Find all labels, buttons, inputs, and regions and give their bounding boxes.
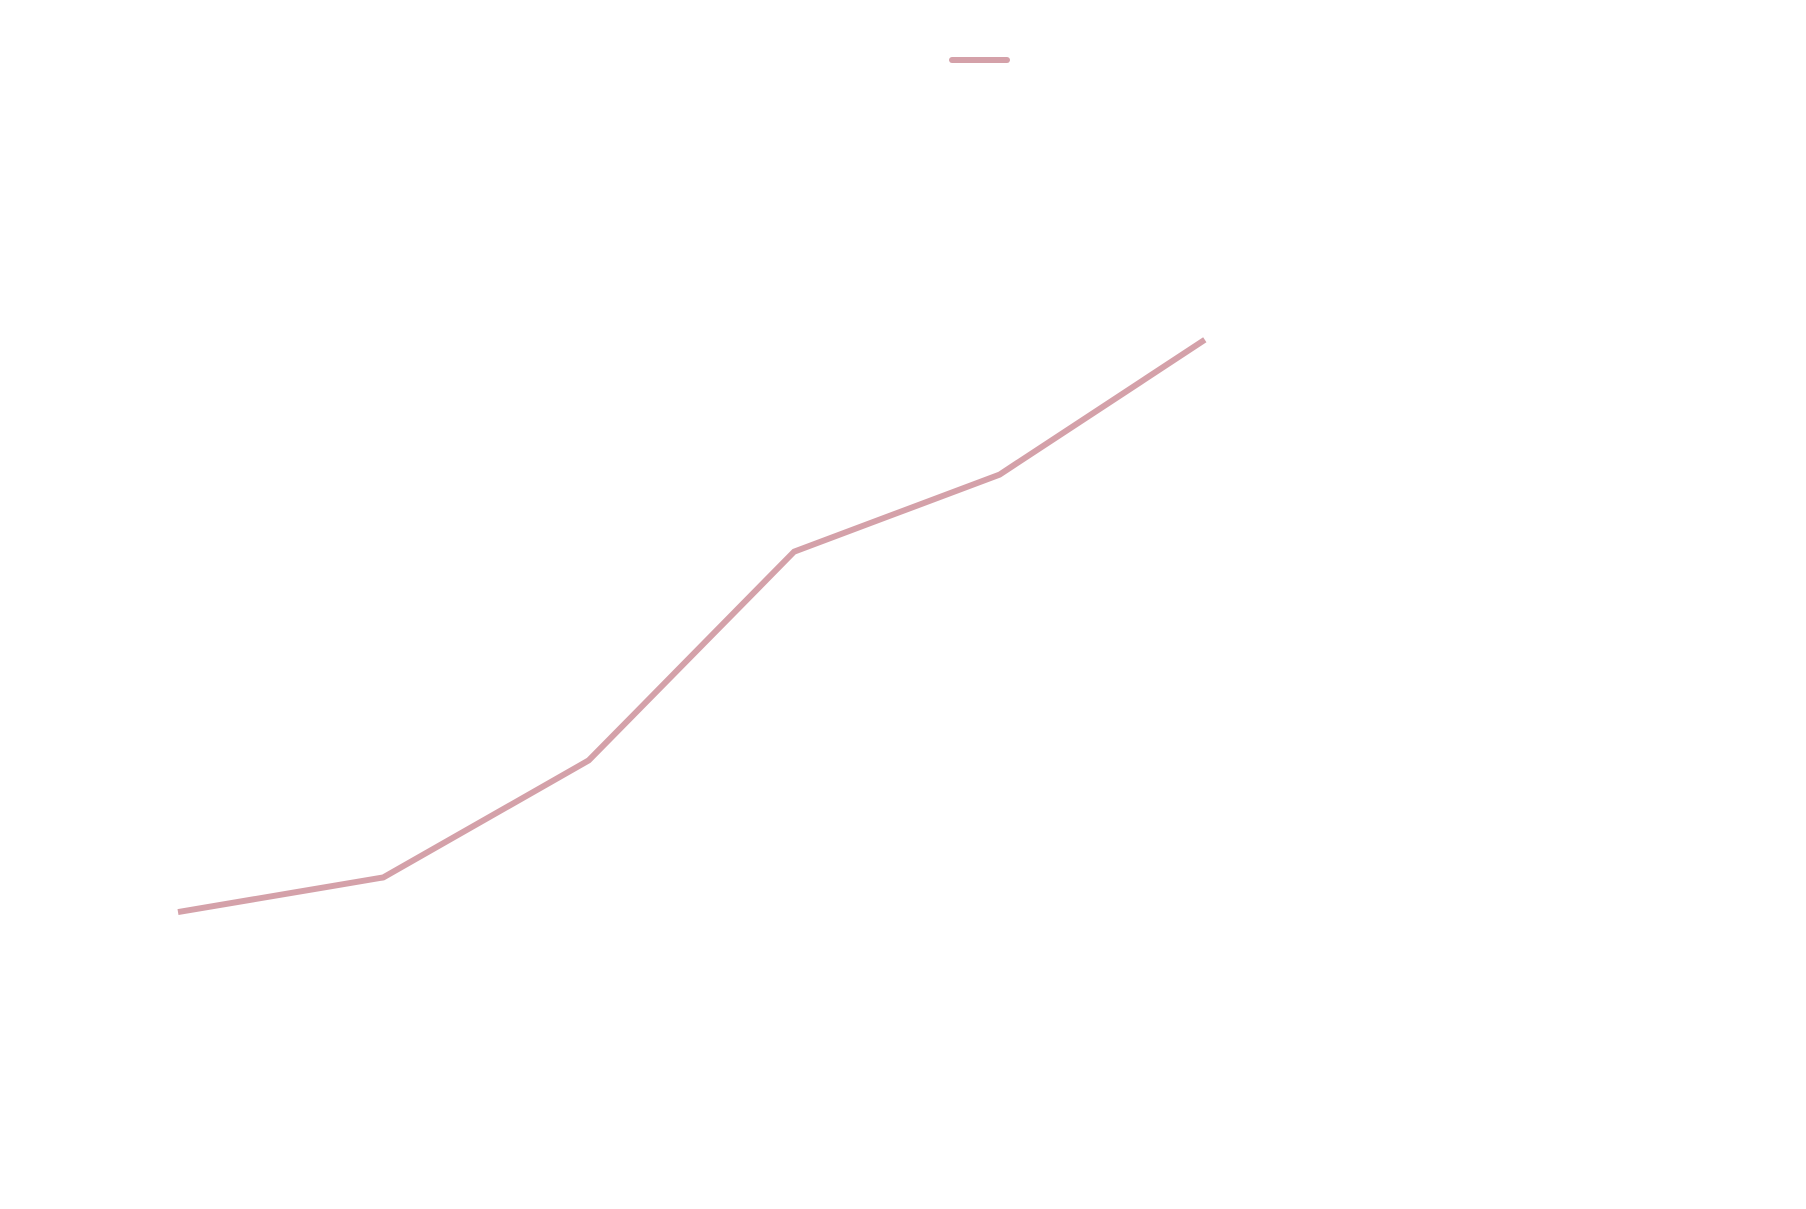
series-line-0 — [177, 337, 1207, 916]
series-layer — [177, 337, 1207, 916]
